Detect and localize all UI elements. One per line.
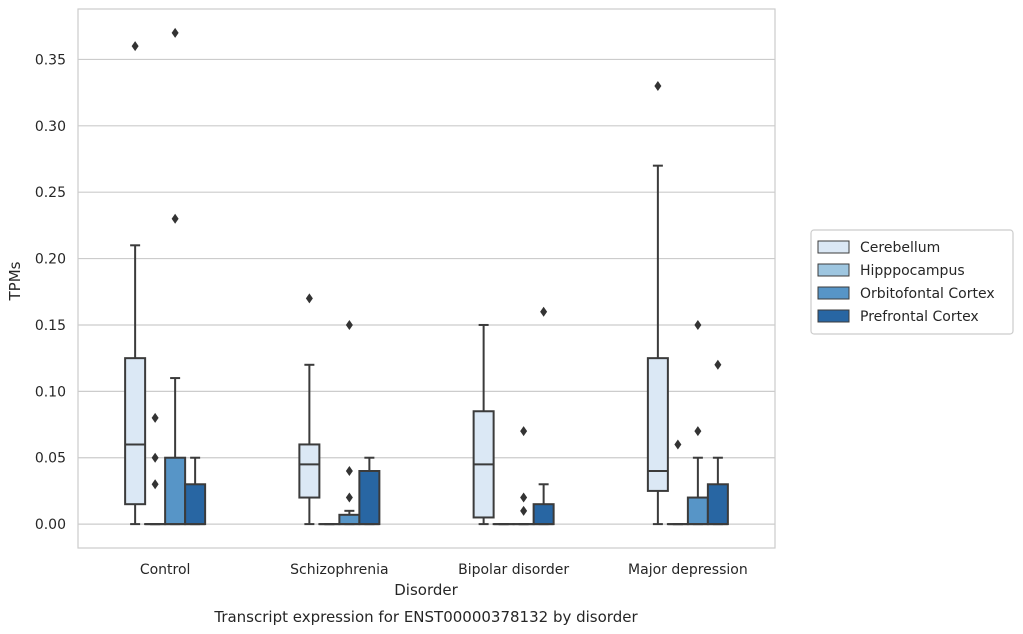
box-iqr (646, 357, 669, 492)
outlier-point (151, 452, 159, 463)
y-tick-label: 0.20 (35, 252, 66, 268)
box-plot-marks (124, 27, 729, 526)
y-tick-label: 0.30 (35, 119, 66, 135)
outlier-point (345, 492, 353, 503)
outlier-point (694, 426, 702, 437)
y-tick-label: 0.05 (35, 451, 66, 467)
box-iqr (298, 443, 321, 499)
legend-label: Hipppocampus (860, 263, 965, 279)
outlier-point (171, 27, 179, 38)
box-iqr (338, 513, 361, 526)
chart-caption: Transcript expression for ENST0000037813… (213, 608, 638, 626)
box-prefrontal-cortex (706, 359, 729, 526)
legend-swatch (817, 263, 850, 277)
box-hipppocampus (144, 412, 167, 526)
box-iqr (706, 483, 729, 526)
y-tick-label: 0.25 (35, 185, 66, 201)
legend-frame (810, 229, 1014, 335)
legend: Cerebellum Hipppocampus Orbitofontal Corte… (810, 229, 1014, 335)
outlier-point (131, 41, 139, 52)
x-tick-label: Schizophrenia (290, 562, 388, 578)
outlier-point (654, 81, 662, 91)
box-prefrontal-cortex (532, 306, 555, 526)
box-orbitofontal-cortex (338, 319, 361, 526)
outlier-point (714, 359, 722, 370)
box-orbitofontal-cortex (164, 27, 187, 526)
outlier-point (345, 466, 353, 476)
y-tick-label: 0.00 (35, 517, 66, 533)
box-prefrontal-cortex (358, 456, 381, 526)
x-axis-ticks: Control Schizophrenia Bipolar disorder Majo… (140, 562, 748, 578)
y-tick-label: 0.15 (35, 318, 66, 334)
outlier-point (520, 505, 528, 516)
outlier-point (540, 306, 548, 317)
box-iqr (358, 470, 381, 526)
legend-swatch (817, 240, 850, 254)
y-tick-label: 0.35 (35, 52, 66, 68)
x-tick-label: Major depression (628, 562, 748, 578)
box-cerebellum (472, 323, 495, 526)
legend-label: Prefrontal Cortex (860, 309, 979, 325)
gridlines (78, 58, 775, 525)
box-iqr (164, 456, 187, 526)
plot-frame (77, 8, 776, 549)
y-axis-ticks: 0.00 0.05 0.10 0.15 0.20 0.25 0.30 0.35 (35, 52, 66, 533)
outlier-point (151, 412, 159, 423)
outlier-point (345, 319, 353, 330)
legend-label: Cerebellum (860, 240, 940, 256)
outlier-point (674, 439, 682, 450)
x-axis-label: Disorder (394, 581, 458, 599)
y-axis-label: TPMs (6, 261, 24, 301)
box-orbitofontal-cortex (512, 426, 535, 526)
outlier-point (305, 293, 313, 304)
box-prefrontal-cortex (184, 456, 207, 526)
box-iqr (686, 496, 709, 526)
box-cerebellum (124, 41, 147, 526)
x-tick-label: Control (140, 562, 191, 578)
legend-label: Orbitofontal Cortex (860, 286, 995, 302)
x-tick-label: Bipolar disorder (458, 562, 569, 578)
legend-swatch (817, 309, 850, 323)
outlier-point (520, 492, 528, 503)
outlier-point (171, 213, 179, 224)
outlier-point (694, 319, 702, 330)
box-iqr (184, 483, 207, 526)
box-cerebellum (298, 293, 321, 526)
outlier-point (151, 479, 159, 490)
legend-swatch (817, 286, 850, 300)
outlier-point (520, 426, 528, 437)
box-hipppocampus (666, 439, 689, 526)
box-iqr (532, 503, 555, 526)
box-iqr (124, 357, 147, 506)
box-cerebellum (646, 81, 669, 526)
box-orbitofontal-cortex (686, 319, 709, 526)
y-tick-label: 0.10 (35, 384, 66, 400)
